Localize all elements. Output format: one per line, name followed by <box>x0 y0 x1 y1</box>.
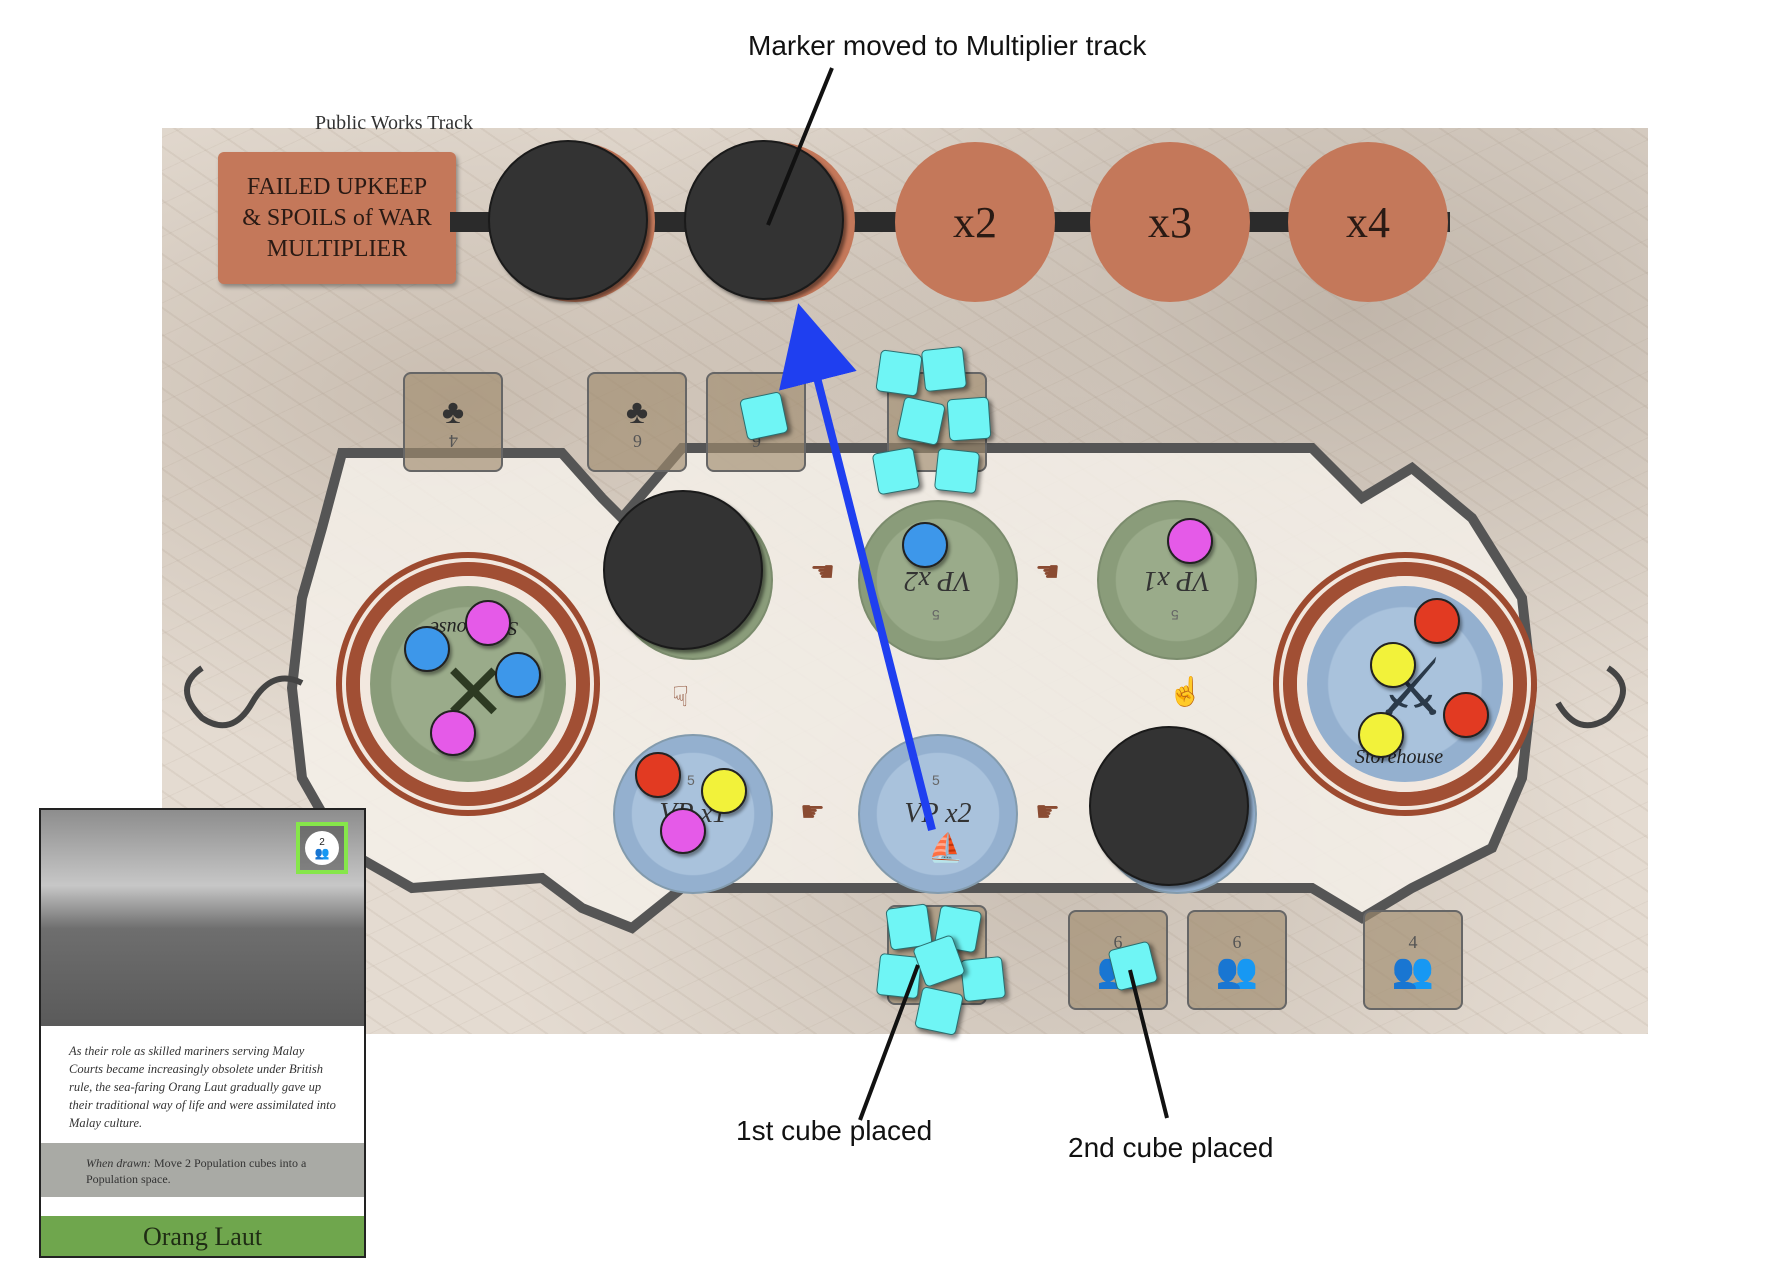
population-space-bottom-3[interactable]: 4 👥 <box>1363 910 1463 1010</box>
vp-num: 5 <box>687 772 695 788</box>
card-population-badge: 2 👥 <box>296 822 348 874</box>
track-space-x3[interactable]: x3 <box>1090 142 1250 302</box>
event-card[interactable]: 2 👥 As their role as skilled mariners se… <box>39 808 366 1258</box>
vp-num: 5 <box>932 772 940 788</box>
annotation-pointer-first-cube <box>858 964 920 1121</box>
black-disc-bottom-right[interactable] <box>1089 726 1249 886</box>
pink-token[interactable] <box>430 710 476 756</box>
pointing-hand-icon: ☟ <box>672 681 690 712</box>
blue-token[interactable] <box>404 626 450 672</box>
space-number: 6 <box>1113 931 1123 952</box>
space-number: 4 <box>1408 931 1418 952</box>
multiplier-line-2: & SPOILS of WAR <box>242 204 432 231</box>
badge-number: 2 <box>319 837 325 848</box>
yellow-token[interactable] <box>1370 642 1416 688</box>
pointing-hand-icon: ☚ <box>1035 556 1061 587</box>
annotation-pointer-marker <box>766 67 834 226</box>
ship-icon: ⛵ <box>928 832 963 863</box>
pink-token[interactable] <box>1167 518 1213 564</box>
card-flavor-text: As their role as skilled mariners servin… <box>69 1044 336 1130</box>
blue-token[interactable] <box>902 522 948 568</box>
space-number: 6 <box>1232 931 1242 952</box>
yellow-token[interactable] <box>701 768 747 814</box>
when-drawn-effect: Move 2 Population cubes into a Populatio… <box>86 1156 307 1186</box>
pointing-hand-icon: ☛ <box>1035 796 1061 827</box>
multiplier-label-box: FAILED UPKEEP & SPOILS of WAR MULTIPLIER <box>218 152 456 284</box>
track-title: Public Works Track <box>315 112 474 134</box>
track-space-x2[interactable]: x2 <box>895 142 1055 302</box>
people-icon: 👥 <box>314 846 330 860</box>
multiplier-line-3: MULTIPLIER <box>266 235 408 262</box>
pointing-hand-icon: ☚ <box>810 556 836 587</box>
pink-token[interactable] <box>660 808 706 854</box>
pointing-hand-icon: ☝ <box>1168 676 1203 707</box>
annotation-first-cube: 1st cube placed <box>736 1115 933 1146</box>
annotation-marker-moved: Marker moved to Multiplier track <box>748 30 1147 61</box>
multiplier-line-1: FAILED UPKEEP <box>246 173 428 200</box>
red-token[interactable] <box>1443 692 1489 738</box>
black-disc-top-left[interactable] <box>603 490 763 650</box>
yellow-token[interactable] <box>1358 712 1404 758</box>
people-icon: 👥 <box>1391 951 1435 990</box>
population-space-bottom-2[interactable]: 6 👥 <box>1187 910 1287 1010</box>
card-name: Orang Laut <box>41 1216 364 1256</box>
building-icon: ♣ <box>441 392 465 431</box>
track-space-x4[interactable]: x4 <box>1288 142 1448 302</box>
annotation-second-cube: 2nd cube placed <box>1068 1132 1274 1163</box>
move-arrow <box>779 303 936 831</box>
card-when-drawn-band <box>41 1143 364 1197</box>
card-when-drawn-text: When drawn: Move 2 Population cubes into… <box>86 1155 346 1187</box>
building-icon: ♣ <box>625 392 649 431</box>
pink-token[interactable] <box>465 600 511 646</box>
red-token[interactable] <box>1414 598 1460 644</box>
population-badge-icon: 2 👥 <box>305 831 339 865</box>
black-disc-marker[interactable] <box>488 140 648 300</box>
vp-space-bottom-mid[interactable]: VP x2 5 ⛵ <box>858 734 1018 894</box>
red-token[interactable] <box>635 752 681 798</box>
annotation-pointer-second-cube <box>1128 969 1169 1119</box>
vp-label: VP x2 <box>904 798 972 829</box>
pointing-hand-icon: ☛ <box>800 796 826 827</box>
people-icon: 👥 <box>1215 951 1259 990</box>
blue-token[interactable] <box>495 652 541 698</box>
population-space-top-1[interactable]: ♣ 4 <box>403 372 503 472</box>
when-drawn-label: When drawn: <box>86 1156 151 1170</box>
population-space-top-2[interactable]: ♣ 6 <box>587 372 687 472</box>
black-disc-marker-moved[interactable] <box>684 140 844 300</box>
